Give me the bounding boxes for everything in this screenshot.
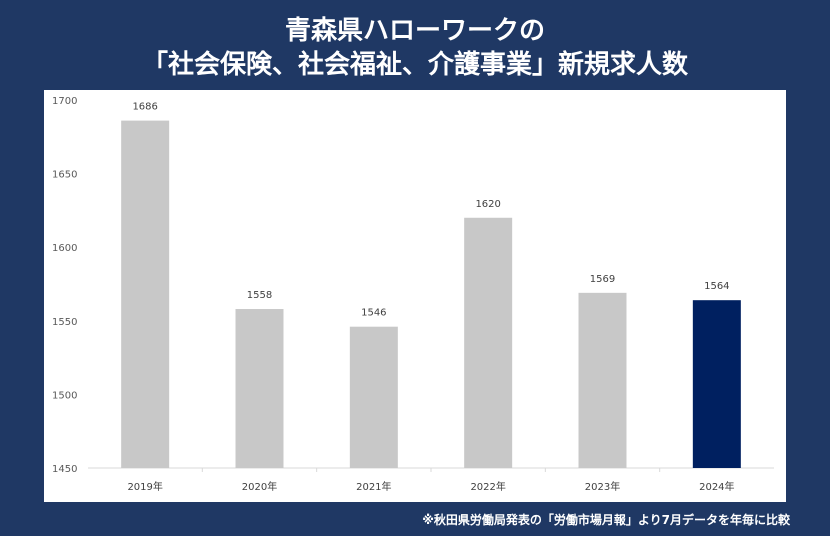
data-label: 1546 bbox=[361, 308, 386, 319]
bar-0 bbox=[121, 120, 170, 468]
bar-chart: 1450 1500 1550 1600 1650 1700 1686 2019年 1558 202… bbox=[52, 96, 774, 493]
x-tick-label: 2024年 bbox=[699, 480, 734, 493]
bar-4 bbox=[578, 292, 627, 468]
y-tick-label: 1500 bbox=[52, 390, 77, 401]
y-tick-label: 1700 bbox=[52, 96, 77, 107]
chart-title-line-2: 「社会保険、社会福祉、介護事業」新規求人数 bbox=[141, 50, 688, 80]
data-label: 1620 bbox=[475, 199, 500, 210]
data-label: 1686 bbox=[132, 102, 157, 113]
x-tick-label: 2020年 bbox=[242, 480, 277, 493]
data-label: 1558 bbox=[247, 290, 272, 301]
data-label: 1569 bbox=[590, 274, 615, 285]
chart-title-line-1: 青森県ハローワークの bbox=[284, 16, 545, 46]
x-tick-label: 2022年 bbox=[470, 480, 505, 493]
y-tick-label: 1600 bbox=[52, 243, 77, 254]
chart-area: 1450 1500 1550 1600 1650 1700 1686 2019年 1558 202… bbox=[44, 90, 786, 502]
x-tick-label: 2019年 bbox=[127, 480, 162, 493]
bar-5 bbox=[692, 300, 741, 468]
x-tick-label: 2021年 bbox=[356, 480, 391, 493]
bar-2 bbox=[349, 326, 398, 468]
data-label: 1564 bbox=[704, 281, 729, 292]
bar-3 bbox=[464, 217, 513, 468]
y-tick-label: 1650 bbox=[52, 170, 77, 181]
x-tick-label: 2023年 bbox=[585, 480, 620, 493]
y-tick-label: 1450 bbox=[52, 464, 77, 475]
y-tick-label: 1550 bbox=[52, 317, 77, 328]
bar-1 bbox=[235, 309, 284, 468]
source-footnote: ※秋田県労働局発表の「労働市場月報」より7月データを年毎に比較 bbox=[422, 513, 790, 527]
